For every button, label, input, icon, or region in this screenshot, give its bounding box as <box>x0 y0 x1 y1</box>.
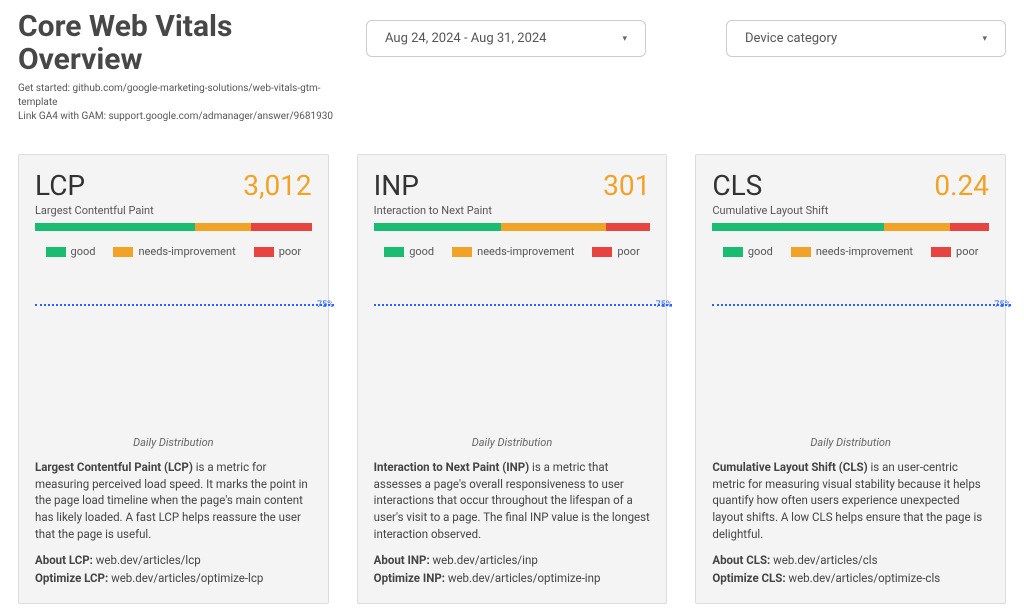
date-range-dropdown[interactable]: Aug 24, 2024 - Aug 31, 2024 ▾ <box>366 20 646 57</box>
date-range-label: Aug 24, 2024 - Aug 31, 2024 <box>385 31 546 46</box>
bar-poor <box>950 223 989 231</box>
metric-abbr: INP <box>374 169 419 202</box>
metric-value: 3,012 <box>243 169 311 202</box>
metric-value: 301 <box>603 169 650 202</box>
daily-distribution-chart <box>712 266 989 426</box>
bar-needs <box>884 223 950 231</box>
daily-distribution-chart <box>35 266 312 426</box>
metric-abbr: CLS <box>712 169 762 202</box>
metric-links: About INP: web.dev/articles/inpOptimize … <box>374 552 651 587</box>
metric-description: Interaction to Next Paint (INP) is a met… <box>374 459 651 542</box>
chevron-down-icon: ▾ <box>982 34 987 44</box>
threshold-line: 75% <box>712 304 1011 306</box>
bar-good <box>374 223 501 231</box>
chart-caption: Daily Distribution <box>35 436 312 449</box>
metric-description: Cumulative Layout Shift (CLS) is an user… <box>712 459 989 542</box>
metric-links: About CLS: web.dev/articles/clsOptimize … <box>712 552 989 587</box>
metric-full-name: Largest Contentful Paint <box>35 204 312 217</box>
bar-needs <box>501 223 606 231</box>
device-category-label: Device category <box>745 31 837 46</box>
metric-full-name: Cumulative Layout Shift <box>712 204 989 217</box>
subtitle-line-2: Link GA4 with GAM: support.google.com/ad… <box>18 110 358 124</box>
bar-good <box>712 223 884 231</box>
device-category-dropdown[interactable]: Device category ▾ <box>726 20 1006 57</box>
metric-full-name: Interaction to Next Paint <box>374 204 651 217</box>
bar-poor <box>251 223 312 231</box>
chart-legend: goodneeds-improvementpoor <box>712 245 989 258</box>
chart-caption: Daily Distribution <box>712 436 989 449</box>
vital-card-cls: CLS 0.24 Cumulative Layout Shift goodneeds-… <box>695 154 1006 604</box>
chart-legend: goodneeds-improvementpoor <box>35 245 312 258</box>
metric-links: About LCP: web.dev/articles/lcpOptimize … <box>35 552 312 587</box>
chart-legend: goodneeds-improvementpoor <box>374 245 651 258</box>
threshold-line: 75% <box>35 304 334 306</box>
metric-abbr: LCP <box>35 169 85 202</box>
bar-needs <box>195 223 250 231</box>
bar-poor <box>606 223 650 231</box>
chevron-down-icon: ▾ <box>622 34 627 44</box>
threshold-line: 75% <box>374 304 673 306</box>
bar-good <box>35 223 195 231</box>
metric-value: 0.24 <box>934 169 989 202</box>
subtitle-line-1: Get started: github.com/google-marketing… <box>18 82 358 110</box>
vital-card-inp: INP 301 Interaction to Next Paint goodneeds… <box>357 154 668 604</box>
page-title: Core Web Vitals Overview <box>18 10 358 76</box>
summary-bar <box>712 223 989 231</box>
chart-caption: Daily Distribution <box>374 436 651 449</box>
summary-bar <box>374 223 651 231</box>
metric-description: Largest Contentful Paint (LCP) is a metr… <box>35 459 312 542</box>
vital-card-lcp: LCP 3,012 Largest Contentful Paint goodneed… <box>18 154 329 604</box>
daily-distribution-chart <box>374 266 651 426</box>
summary-bar <box>35 223 312 231</box>
